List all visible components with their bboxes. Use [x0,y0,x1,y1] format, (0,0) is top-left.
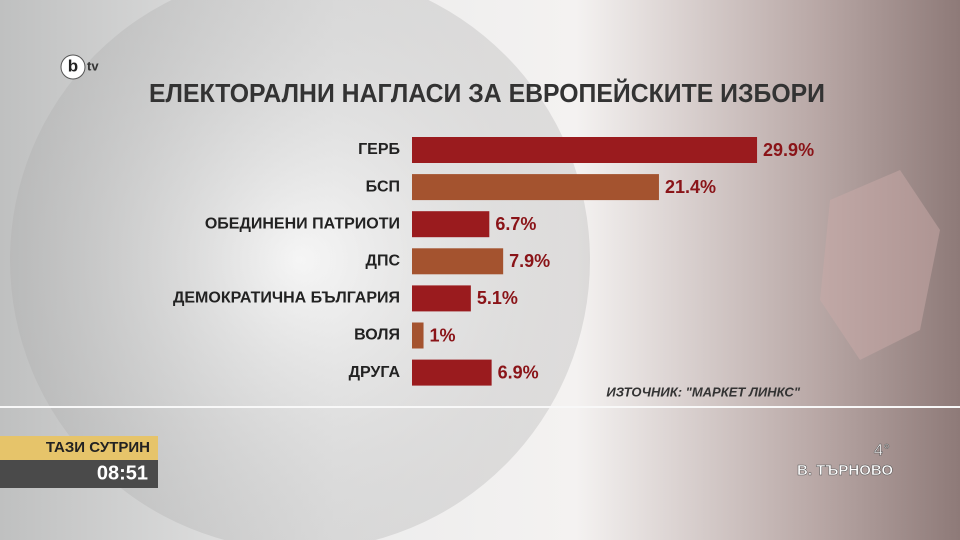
logo-letter: b [68,56,78,75]
category-label: ГЕРБ [358,141,400,158]
category-label: ВОЛЯ [354,327,400,344]
category-label: ДЕМОКРАТИЧНА БЪЛГАРИЯ [173,290,400,307]
bar [412,248,504,275]
value-label: 6.7% [495,214,536,234]
value-label: 1% [430,325,456,345]
map-shape [820,170,940,360]
value-label: 6.9% [498,362,539,382]
time-box [0,460,158,488]
city: В. ТЪРНОВО [797,462,893,479]
value-label: 7.9% [509,251,550,271]
bar [412,211,490,238]
bar [412,174,659,201]
category-label: ОБЕДИНЕНИ ПАТРИОТИ [205,215,400,232]
show-name: ТАЗИ СУТРИН [46,439,150,456]
logo-circle [60,54,86,80]
bar [412,359,492,386]
time: 08:51 [97,462,148,484]
value-label: 21.4% [665,177,716,197]
source-note: ИЗТОЧНИК: "МАРКЕТ ЛИНКС" [606,384,800,399]
category-label: ДПС [366,253,401,270]
bar [412,285,471,312]
bar [412,322,424,349]
chart-title: ЕЛЕКТОРАЛНИ НАГЛАСИ ЗА ЕВРОПЕЙСКИТЕ ИЗБО… [149,78,825,108]
globe [10,0,590,540]
category-label: БСП [366,178,400,195]
bar [412,137,758,163]
category-label: ДРУГА [349,364,401,381]
value-label: 29.9% [763,140,814,160]
value-label: 5.1% [477,288,518,308]
temperature: 4° [874,440,890,459]
show-box [0,436,158,460]
logo: tv [87,58,99,73]
